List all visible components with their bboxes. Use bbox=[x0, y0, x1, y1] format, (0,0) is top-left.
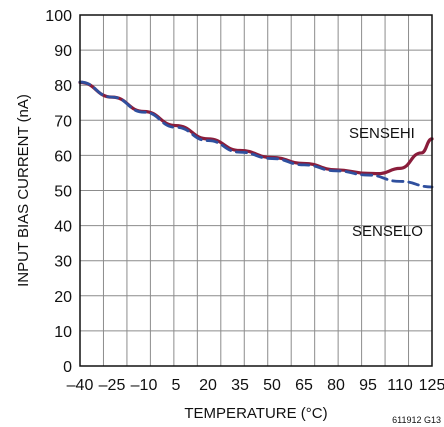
x-tick-label: 50 bbox=[263, 377, 281, 394]
x-tick-label: 95 bbox=[359, 377, 377, 394]
y-tick-label: 40 bbox=[54, 219, 72, 236]
series-label-sensehi: SENSEHI bbox=[349, 125, 415, 142]
y-tick-label: 70 bbox=[54, 113, 72, 130]
x-tick-label: 110 bbox=[387, 377, 413, 394]
y-tick-label: 80 bbox=[54, 78, 72, 95]
x-tick-label: –40 bbox=[67, 377, 94, 394]
x-tick-label: 20 bbox=[199, 377, 217, 394]
y-axis-label: INPUT BIAS CURRENT (nA) bbox=[15, 94, 32, 287]
series-label-senselo: SENSELO bbox=[352, 223, 423, 240]
tick-labels: 0 10 20 30 40 50 60 70 80 90 100 –40 –25 –10 5 20 35 50 65… bbox=[45, 8, 444, 394]
y-tick-label: 100 bbox=[45, 8, 72, 25]
x-tick-label: –25 bbox=[99, 377, 126, 394]
x-tick-label: 5 bbox=[172, 377, 181, 394]
grid-layer bbox=[80, 15, 432, 366]
x-tick-label: 65 bbox=[295, 377, 313, 394]
y-tick-label: 0 bbox=[63, 359, 72, 376]
figure-id: 611912 G13 bbox=[392, 415, 441, 425]
x-tick-label: –10 bbox=[131, 377, 158, 394]
x-axis-label: TEMPERATURE (°C) bbox=[184, 405, 327, 422]
x-tick-label: 125 bbox=[419, 377, 444, 394]
series-line-senselo bbox=[78, 80, 434, 189]
x-tick-label: 80 bbox=[327, 377, 345, 394]
y-tick-label: 10 bbox=[54, 324, 72, 341]
plot-frame bbox=[79, 14, 433, 367]
y-tick-label: 60 bbox=[54, 148, 72, 165]
y-tick-label: 90 bbox=[54, 43, 72, 60]
y-tick-label: 50 bbox=[54, 184, 72, 201]
x-tick-label: 35 bbox=[231, 377, 249, 394]
series-layer bbox=[78, 80, 434, 189]
y-tick-label: 30 bbox=[54, 254, 72, 271]
y-tick-label: 20 bbox=[54, 289, 72, 306]
